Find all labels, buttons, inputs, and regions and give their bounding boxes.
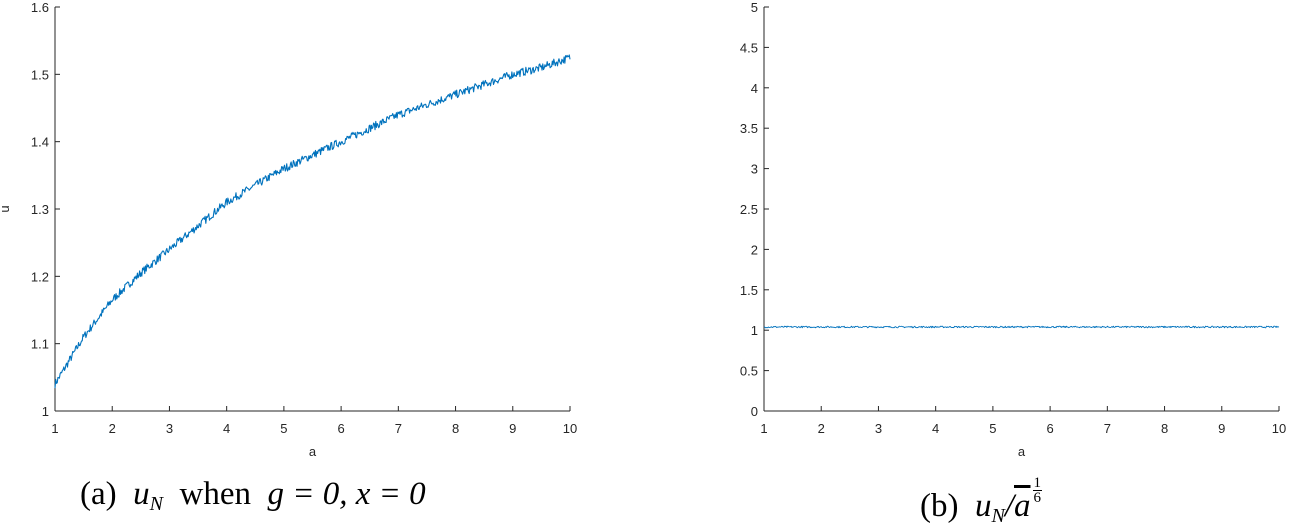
x-tick-label: 2 (109, 421, 116, 436)
x-tick-label: 5 (280, 421, 287, 436)
y-tick-label: 1.3 (31, 202, 49, 217)
y-tick-label: 2 (751, 242, 758, 257)
x-tick-label: 7 (1104, 421, 1111, 436)
y-tick-label: 1.1 (31, 337, 49, 352)
y-tick-label: 1 (42, 404, 49, 419)
caption-a-middle: when (179, 476, 251, 512)
x-tick-label: 9 (509, 421, 516, 436)
chart-panel-a: 1 1.1 1.2 1.3 1.4 1.5 1.6 1 2 3 4 5 6 7 8 9 10 a u (0, 0, 645, 470)
y-tick-label: 2.5 (740, 202, 758, 217)
chart-panel-b: 0 0.5 1 1.5 2 2.5 3 3.5 4 4.5 5 1 2 3 4 5 6 7 8 9 10 a (645, 0, 1290, 470)
caption-b-exp-num: 1 (1032, 475, 1042, 491)
x-tick-label: 5 (989, 421, 996, 436)
y-axis-label: u (0, 205, 12, 212)
x-tick-label: 6 (1046, 421, 1053, 436)
caption-b-var: u (974, 488, 992, 524)
caption-b-exp-den: 6 (1033, 490, 1042, 506)
x-tick-label: 1 (51, 421, 58, 436)
caption-a-var: u (133, 476, 150, 512)
x-tick-label: 3 (875, 421, 882, 436)
x-tick-label: 8 (1161, 421, 1168, 436)
x-tick-label: 2 (818, 421, 825, 436)
x-tick-label: 4 (932, 421, 939, 436)
y-tick-label: 1.4 (31, 135, 49, 150)
caption-b-slash: / (1004, 488, 1014, 524)
caption-b-prefix: (b) (920, 488, 959, 524)
caption-b-sub: N (991, 505, 1005, 527)
x-axis-label: a (1018, 444, 1026, 459)
x-tick-label: 8 (452, 421, 459, 436)
y-tick-label: 5 (751, 0, 758, 15)
caption-b: (b) uN/a 1 6 (920, 476, 1042, 528)
caption-a-prefix: (a) (80, 476, 117, 512)
x-tick-label: 10 (563, 421, 577, 436)
caption-a: (a) uN when g = 0, x = 0 (80, 476, 426, 516)
y-tick-label: 1 (751, 323, 758, 338)
x-tick-label: 1 (760, 421, 767, 436)
data-series-line (54, 54, 571, 389)
y-tick-label: 4.5 (740, 40, 758, 55)
caption-a-cond: g = 0, x = 0 (267, 476, 426, 512)
chart-b-plot: 0 0.5 1 1.5 2 2.5 3 3.5 4 4.5 5 1 2 3 4 5 6 7 8 9 10 a (740, 0, 1286, 459)
data-series-line (763, 325, 1280, 329)
y-tick-label: 0 (751, 404, 758, 419)
y-tick-label: 3.5 (740, 121, 758, 136)
x-tick-label: 10 (1272, 421, 1286, 436)
x-tick-label: 3 (166, 421, 173, 436)
chart-a-plot: 1 1.1 1.2 1.3 1.4 1.5 1.6 1 2 3 4 5 6 7 8 9 10 a u (0, 0, 577, 459)
x-tick-label: 4 (223, 421, 230, 436)
y-tick-label: 1.5 (740, 283, 758, 298)
x-axis-label: a (309, 444, 317, 459)
y-tick-label: 1.6 (31, 0, 49, 15)
x-tick-label: 7 (395, 421, 402, 436)
y-tick-label: 1.2 (31, 269, 49, 284)
y-tick-label: 0.5 (740, 364, 758, 379)
y-tick-label: 1.5 (31, 67, 49, 82)
caption-a-sub: N (149, 493, 163, 515)
caption-b-abar: a (1014, 488, 1031, 524)
x-tick-label: 6 (337, 421, 344, 436)
x-tick-label: 9 (1218, 421, 1225, 436)
y-tick-label: 3 (751, 162, 758, 177)
y-tick-label: 4 (751, 81, 758, 96)
